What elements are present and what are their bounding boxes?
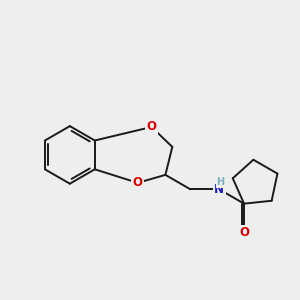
- Text: O: O: [133, 176, 143, 189]
- Text: O: O: [147, 121, 157, 134]
- Text: N: N: [214, 183, 224, 196]
- Text: O: O: [239, 226, 249, 239]
- Text: H: H: [216, 177, 224, 187]
